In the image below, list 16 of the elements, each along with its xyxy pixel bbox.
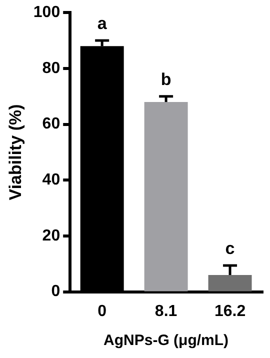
y-tick-label: 40 [42, 172, 60, 189]
x-tick-label: 0 [98, 302, 107, 320]
y-tick-label: 80 [42, 60, 60, 77]
y-tick-label: 100 [33, 4, 60, 22]
x-axis-title: AgNPs-G (μg/mL) [104, 332, 229, 350]
x-tick-label: 16.2 [214, 302, 246, 320]
y-tick-label: 60 [42, 116, 60, 133]
annotation: a [97, 14, 108, 34]
annotation: b [160, 70, 172, 90]
bar [208, 275, 252, 292]
bar [144, 102, 188, 292]
annotation: c [225, 239, 235, 258]
y-tick-label: 0 [51, 283, 60, 300]
x-tick-label: 8.1 [154, 302, 178, 320]
y-axis-title: Viability (%) [6, 104, 25, 200]
y-tick-label: 20 [42, 227, 60, 244]
